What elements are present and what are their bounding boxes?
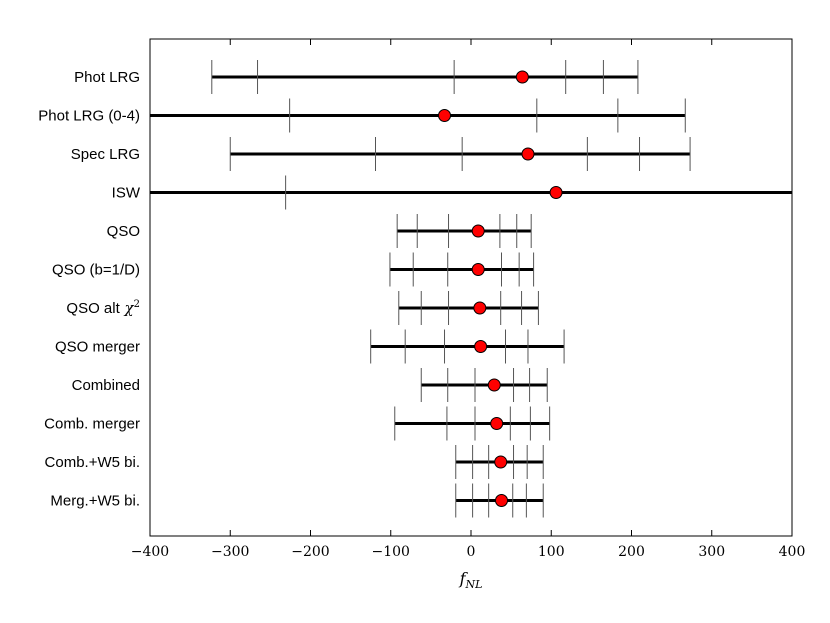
row-label: Comb. merger [44,416,140,433]
row-label-text: Comb.+W5 bi. [45,454,140,471]
row-label: Spec LRG [71,146,140,163]
row-label: Merg.+W5 bi. [50,493,140,510]
row-label: QSO [107,223,140,240]
best-fit-marker [471,263,485,276]
row-label-text: Merg.+W5 bi. [50,493,140,510]
row-0: Phot LRG [74,60,639,94]
row-label-text: QSO (b=1/D) [52,262,140,279]
row-label-text: Phot LRG (0-4) [38,108,140,125]
x-tick-label: 0 [467,544,476,560]
x-tick-label: −300 [211,544,249,560]
row-label: QSO alt χ2 [66,299,140,317]
x-tick-label: 100 [538,544,565,560]
x-axis: −400 −300 −200 −100 0 100 200 300 400 [131,39,806,560]
row-label: ISW [112,185,141,202]
x-axis-label: fNL [459,569,483,591]
rows-layer: Phot LRG Phot LRG (0-4) Spec LRG ISW QSO QSO … [38,60,792,518]
row-label-text: Comb. merger [44,416,140,433]
best-fit-marker [515,70,529,84]
row-label-text: QSO alt [66,300,120,317]
x-tick-label: −400 [131,544,169,560]
row-6: QSO alt χ2 [66,291,539,325]
row-label: Combined [72,377,140,394]
row-label: Comb.+W5 bi. [45,454,140,471]
row-1: Phot LRG (0-4) [38,98,686,133]
x-tick-label: 300 [698,544,725,560]
row-label-superscript: 2 [134,299,140,310]
row-8: Combined [72,368,548,402]
x-tick-label: 400 [779,544,806,560]
row-label: Phot LRG [74,69,140,86]
best-fit-marker [494,455,508,469]
row-5: QSO (b=1/D) [52,252,535,287]
best-fit-marker [438,109,452,122]
row-label: Phot LRG (0-4) [38,108,140,125]
row-label-math: χ [120,299,135,317]
best-fit-marker [471,224,485,238]
row-4: QSO [107,214,532,248]
best-fit-marker [487,378,501,392]
best-fit-marker [549,186,563,199]
row-9: Comb. merger [44,406,551,441]
row-label: QSO (b=1/D) [52,262,140,279]
best-fit-marker [473,301,487,315]
x-axis-label-subscript: NL [464,578,482,591]
row-2: Spec LRG [71,137,691,171]
row-7: QSO merger [55,329,565,364]
row-label-text: Spec LRG [71,146,140,163]
row-label-text: Combined [72,377,140,394]
best-fit-marker [494,494,508,507]
row-11: Merg.+W5 bi. [50,483,544,518]
row-label-text: ISW [112,185,141,202]
best-fit-marker [490,417,504,430]
best-fit-marker [521,147,535,161]
row-label-text: Phot LRG [74,69,140,86]
row-label-text: QSO merger [55,339,140,356]
row-label-text: QSO [107,223,140,240]
row-label: QSO merger [55,339,140,356]
x-tick-label: −200 [291,544,329,560]
x-tick-label: −100 [372,544,410,560]
row-10: Comb.+W5 bi. [45,445,544,479]
best-fit-marker [474,340,488,353]
x-tick-label: 200 [618,544,645,560]
row-3: ISW [112,175,792,210]
